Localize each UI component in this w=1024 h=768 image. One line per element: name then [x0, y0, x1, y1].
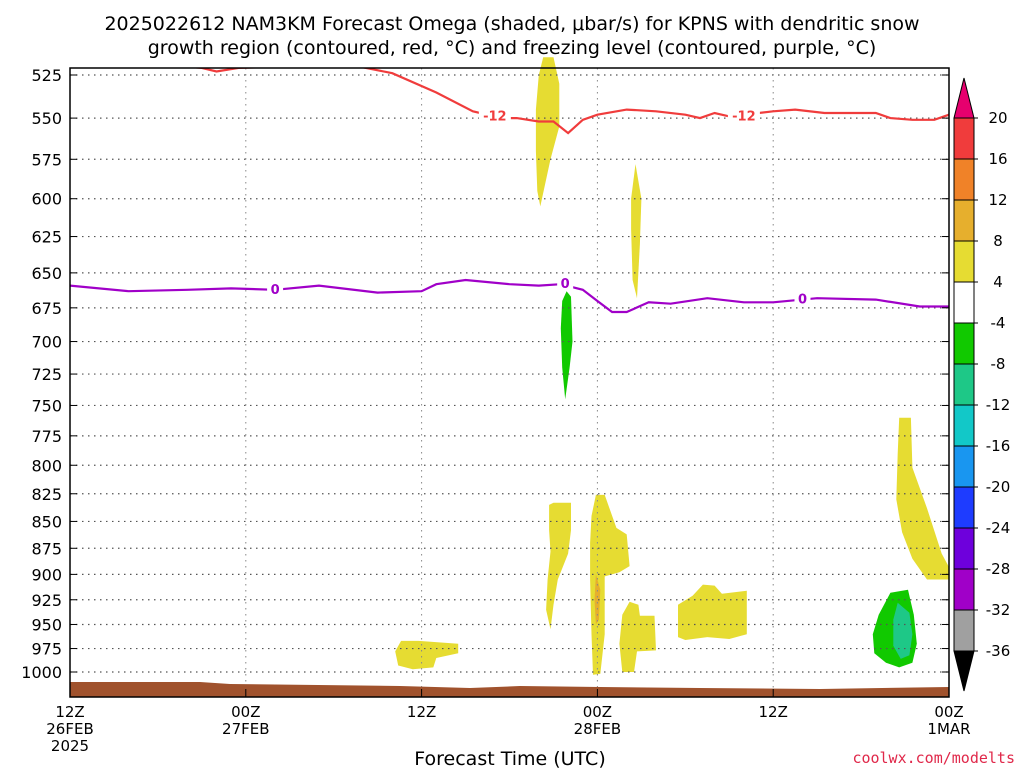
x-tick-label: 12Z	[55, 703, 84, 721]
colorbar-tick-label: 12	[988, 191, 1007, 209]
y-tick-label: 850	[31, 512, 62, 531]
omega-region-6	[594, 574, 601, 625]
x-tick-label: 00Z	[934, 703, 963, 721]
colorbar-swatch	[953, 117, 975, 160]
colorbar-swatch	[953, 568, 975, 611]
omega-region-2	[631, 164, 642, 299]
chart-title-line2: growth region (contoured, red, °C) and f…	[148, 37, 877, 59]
y-tick-label: 900	[31, 565, 62, 584]
y-tick-label: 525	[31, 66, 62, 85]
y-axis-pressure: 525 550 575 600 625 650 675 700 725 750 775 800 825 8…	[21, 66, 949, 682]
colorbar-swatch	[953, 404, 975, 447]
colorbar-swatch	[953, 281, 975, 324]
chart-title-line1: 2025022612 NAM3KM Forecast Omega (shaded…	[104, 13, 919, 35]
y-tick-label: 925	[31, 591, 62, 610]
contour-label: -12	[732, 109, 756, 124]
plot-background	[70, 68, 949, 697]
colorbar-swatch	[953, 158, 975, 201]
contour-label-bg	[794, 291, 811, 306]
omega-region-1	[535, 57, 560, 207]
x-tick-label: 12Z	[407, 703, 436, 721]
contour-line-1	[189, 68, 949, 135]
omega-shaded-regions	[395, 57, 949, 675]
colorbar-tick-label: -36	[986, 642, 1011, 660]
colorbar-tick-label: -20	[986, 478, 1011, 496]
colorbar-swatch	[953, 322, 975, 365]
x-tick-label: 27FEB	[222, 720, 269, 738]
y-tick-label: 975	[31, 640, 62, 659]
temperature-contours: -12 -12 0 0 0	[70, 68, 949, 314]
terrain-ground-band	[70, 682, 949, 697]
omega-region-10	[896, 417, 949, 580]
contour-label-bg	[478, 108, 511, 123]
colorbar-tick-label: -28	[986, 560, 1011, 578]
y-tick-label: 775	[31, 427, 62, 446]
colorbar-top-arrow	[953, 77, 975, 119]
x-tick-label: 26FEB	[46, 720, 93, 738]
colorbar-tick-label: 8	[993, 232, 1003, 250]
colorbar-tick-label: 20	[988, 109, 1007, 127]
grid-lines	[70, 68, 949, 697]
contour-label-bg	[557, 276, 574, 291]
y-tick-label: 1000	[21, 663, 62, 682]
contour-label: 0	[798, 293, 807, 308]
y-tick-label: 875	[31, 539, 62, 558]
colorbar-swatch	[953, 199, 975, 242]
colorbar-swatch	[953, 363, 975, 406]
y-tick-label: 750	[31, 396, 62, 415]
x-tick-label: 1MAR	[927, 720, 970, 738]
contour-label: 0	[561, 277, 570, 292]
omega-region-4	[546, 502, 571, 630]
y-tick-label: 950	[31, 615, 62, 634]
colorbar-swatch	[953, 609, 975, 652]
y-tick-label: 800	[31, 456, 62, 475]
colorbar-swatch	[953, 486, 975, 529]
colorbar-tick-label: -16	[986, 437, 1011, 455]
colorbar-tick-label: 4	[993, 273, 1003, 291]
plot-frame	[69, 67, 950, 698]
y-tick-label: 550	[31, 109, 62, 128]
colorbar-bottom-arrow	[953, 650, 975, 692]
y-tick-label: 825	[31, 485, 62, 504]
colorbar-tick-label: -12	[986, 396, 1011, 414]
colorbar-tick-label: -32	[986, 601, 1011, 619]
y-tick-label: 575	[31, 150, 62, 169]
x-tick-label: 12Z	[759, 703, 788, 721]
y-tick-label: 675	[31, 299, 62, 318]
site-credit: coolwx.com/modelts	[852, 749, 1015, 767]
x-tick-label: 28FEB	[574, 720, 621, 738]
omega-region-8	[678, 584, 747, 640]
omega-region-12	[893, 602, 913, 659]
x-tick-label: 2025	[51, 737, 89, 755]
colorbar-tick-label: -24	[986, 519, 1011, 537]
omega-region-5	[590, 494, 630, 675]
x-axis-label: Forecast Time (UTC)	[414, 748, 605, 768]
colorbar-tick-label: -4	[991, 314, 1006, 332]
y-tick-label: 725	[31, 365, 62, 384]
contour-label-bg	[727, 108, 760, 123]
contour-label: 0	[271, 283, 280, 298]
omega-region-3	[560, 291, 573, 400]
colorbar-swatch	[953, 527, 975, 570]
omega-region-7	[619, 601, 656, 672]
x-tick-label: 00Z	[231, 703, 260, 721]
y-tick-label: 650	[31, 264, 62, 283]
contour-label: -12	[483, 109, 507, 124]
colorbar-swatch	[953, 240, 975, 283]
y-tick-label: 700	[31, 333, 62, 352]
plot-area: -12 -12 0 0 0	[69, 57, 950, 698]
y-tick-label: 625	[31, 228, 62, 247]
colorbar-tick-label: -8	[991, 355, 1006, 373]
contour-label-bg	[267, 281, 284, 296]
colorbar-swatch	[953, 445, 975, 488]
colorbar-omega: 20 16 12 8 4 -4 -8 -12 -16 -20 -24 -28 -32 -36	[953, 77, 1011, 692]
y-tick-label: 600	[31, 190, 62, 209]
colorbar-tick-label: 16	[988, 150, 1007, 168]
x-tick-label: 00Z	[583, 703, 612, 721]
